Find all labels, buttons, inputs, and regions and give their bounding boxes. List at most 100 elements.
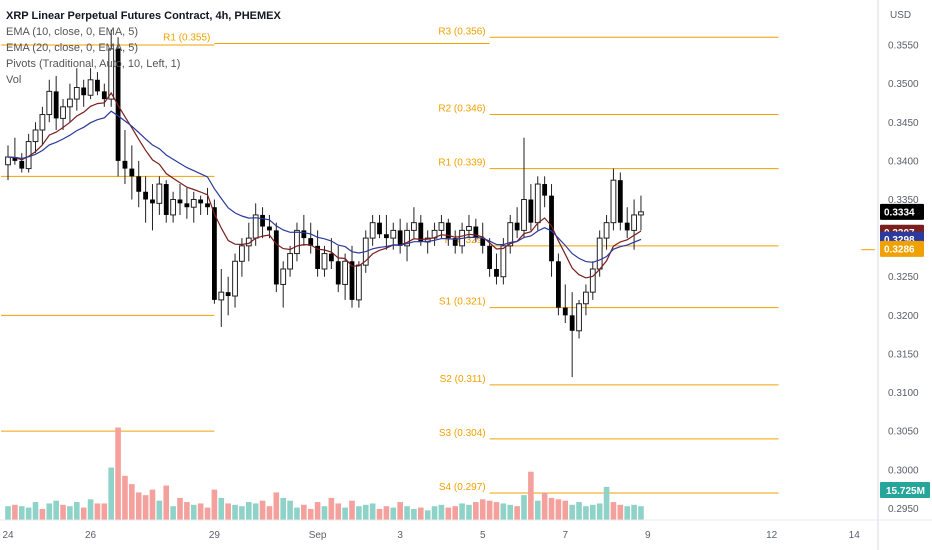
candle-body xyxy=(610,179,617,224)
volume-bar xyxy=(569,504,575,520)
candle-body xyxy=(514,222,520,231)
volume-bars xyxy=(5,427,644,520)
candle-body xyxy=(184,203,190,208)
candle-body xyxy=(384,234,389,239)
candle-body xyxy=(411,222,417,231)
candle-body xyxy=(631,214,637,231)
candle-body xyxy=(156,183,163,204)
price-badge xyxy=(880,203,924,220)
volume-bar xyxy=(617,504,624,520)
volume-bar xyxy=(115,427,121,520)
volume-bar xyxy=(301,504,307,520)
volume-bar xyxy=(534,500,541,520)
price-badge xyxy=(880,240,924,257)
candle-body xyxy=(108,48,115,100)
price-tick: 0.3500 xyxy=(888,79,919,90)
volume-bar xyxy=(459,503,465,520)
time-tick: 12 xyxy=(766,530,778,541)
candle-body xyxy=(438,222,445,231)
candle-body xyxy=(542,184,548,196)
ema10-line xyxy=(7,91,642,279)
volume-bar xyxy=(397,502,403,520)
candle-body xyxy=(452,238,458,246)
candle-body xyxy=(335,261,341,285)
volume-badge xyxy=(880,482,930,498)
candle-body xyxy=(53,91,59,119)
volume-bar xyxy=(411,508,417,520)
pivot-levels: R1 (0.355)P (0.338)S1 (0.305)R1 (0.355)R… xyxy=(1,26,875,494)
candle-body xyxy=(583,291,589,305)
candle-body xyxy=(397,230,403,246)
candle-body xyxy=(507,222,514,247)
candle-body xyxy=(418,222,424,242)
candle-body xyxy=(349,261,355,300)
candle-body xyxy=(624,222,630,231)
volume-bar xyxy=(356,506,362,520)
price-tick: 0.3000 xyxy=(888,465,919,476)
pivot-label: R1 (0.339) xyxy=(438,158,485,169)
candle-body xyxy=(260,214,265,227)
volume-bar xyxy=(596,503,603,520)
candle-body xyxy=(301,230,307,239)
candle-body xyxy=(225,292,231,297)
volume-bar xyxy=(486,500,493,520)
candle-body xyxy=(177,199,183,204)
price-tick: 0.2950 xyxy=(888,504,919,515)
volume-bar xyxy=(349,500,355,520)
volume-bar xyxy=(631,504,637,520)
candle-body xyxy=(39,114,46,131)
pivot-label: R2 (0.346) xyxy=(438,104,485,115)
pivot-label: S4 (0.297) xyxy=(439,482,486,493)
candle-body xyxy=(5,156,11,166)
volume-bar xyxy=(177,497,183,520)
pivot-label: S2 (0.311) xyxy=(440,374,486,385)
volume-bar xyxy=(369,503,376,520)
time-tick: 14 xyxy=(849,530,861,541)
candle-body xyxy=(569,315,575,331)
candle-body xyxy=(494,269,499,277)
candle-body xyxy=(369,222,376,239)
volume-bar xyxy=(603,486,610,520)
candle-body xyxy=(60,106,66,119)
price-tick: 0.3050 xyxy=(888,427,919,438)
volume-bar xyxy=(500,503,507,520)
candle-body xyxy=(377,222,382,235)
candle-body xyxy=(73,87,80,100)
price-axis[interactable]: USD0.35500.35000.34500.34000.33500.33000… xyxy=(877,0,930,550)
candle-body xyxy=(355,264,362,301)
price-tick: 0.3250 xyxy=(888,272,919,283)
volume-bar xyxy=(383,506,390,520)
volume-bar xyxy=(129,484,135,520)
candle-body xyxy=(315,245,320,269)
volume-bar xyxy=(431,506,438,520)
volume-bar xyxy=(638,506,644,520)
candle-body xyxy=(190,198,197,208)
volume-bar xyxy=(32,502,39,520)
volume-bar xyxy=(541,492,548,520)
volume-bar xyxy=(521,495,527,520)
volume-bar xyxy=(624,506,630,520)
volume-bar xyxy=(80,507,87,520)
volume-bar xyxy=(259,500,266,520)
price-tick: 0.3400 xyxy=(888,156,919,167)
volume-badge-label: 15.725M xyxy=(886,486,925,497)
volume-bar xyxy=(101,503,108,520)
candle-body xyxy=(404,229,410,247)
volume-bar xyxy=(12,504,18,520)
volume-bar xyxy=(287,500,293,520)
candle-body xyxy=(617,180,623,223)
volume-bar xyxy=(452,506,458,520)
volume-bar xyxy=(479,499,486,520)
time-axis[interactable]: 24 26 29 Sep 3 5 7 9 12 14 xyxy=(0,519,932,541)
volume-bar xyxy=(211,489,218,520)
volume-bar xyxy=(280,497,286,520)
volume-bar xyxy=(590,504,596,520)
volume-bar xyxy=(53,500,59,520)
volume-bar xyxy=(562,500,569,520)
pivot-label: P (0.329) xyxy=(445,235,486,246)
candle-body xyxy=(198,199,204,204)
candle-body xyxy=(466,226,472,231)
volume-bar xyxy=(576,502,582,520)
volume-bar xyxy=(314,502,321,520)
